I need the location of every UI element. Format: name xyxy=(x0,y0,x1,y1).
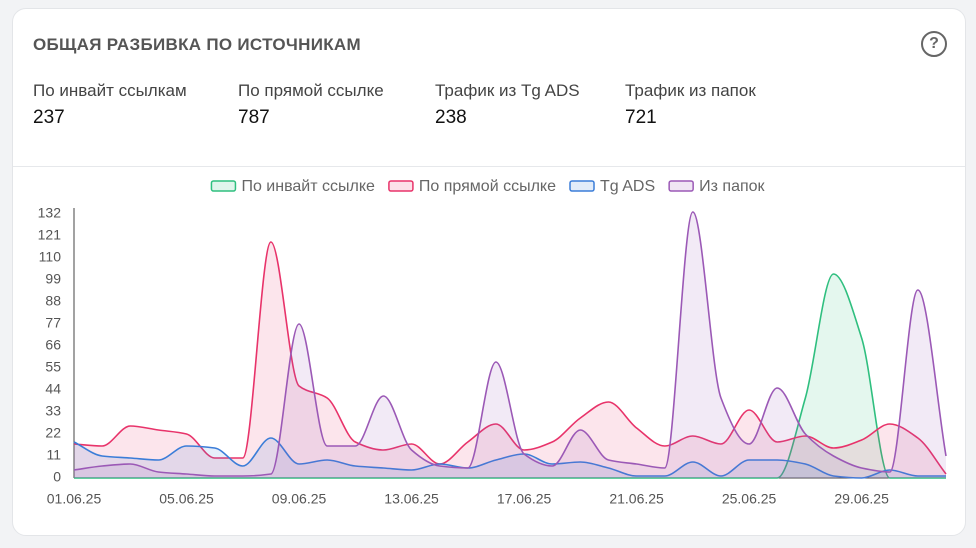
y-tick-label: 99 xyxy=(45,271,61,287)
stat-label: Трафик из папок xyxy=(625,81,756,100)
stat-value: 721 xyxy=(625,107,657,128)
area-fill xyxy=(74,438,946,478)
legend-swatch xyxy=(388,180,414,192)
y-tick-label: 22 xyxy=(45,425,61,441)
series-line xyxy=(73,437,946,479)
help-button[interactable]: ? xyxy=(921,31,947,57)
area-fill xyxy=(74,242,946,478)
x-tick-label: 29.06.25 xyxy=(834,491,889,507)
card: ОБЩАЯ РАЗБИВКА ПО ИСТОЧНИКАМ ? По инвайт… xyxy=(12,8,966,536)
y-tick-label: 66 xyxy=(45,337,61,353)
stat-label: По инвайт ссылкам xyxy=(33,81,187,100)
series-line xyxy=(73,241,947,475)
legend-item: Tg ADS xyxy=(569,178,655,195)
legend-item: Из папок xyxy=(668,178,766,195)
y-tick-label: 132 xyxy=(38,205,62,221)
y-tick-label: 88 xyxy=(45,293,61,309)
y-tick-label: 55 xyxy=(45,359,61,375)
stat: По инвайт ссылкам 237 xyxy=(33,81,187,129)
legend-item: По прямой ссылке xyxy=(388,178,556,195)
legend-label: По инвайт ссылке xyxy=(241,178,375,195)
legend-item: По инвайт ссылке xyxy=(210,178,375,195)
x-tick-label: 13.06.25 xyxy=(384,491,439,507)
area-fill xyxy=(74,274,946,478)
y-tick-label: 11 xyxy=(46,447,61,463)
x-tick-label: 17.06.25 xyxy=(497,491,552,507)
x-tick-label: 09.06.25 xyxy=(272,491,327,507)
stat-value: 237 xyxy=(33,107,65,128)
stat-value: 787 xyxy=(238,107,270,128)
stat-label: Трафик из Tg ADS xyxy=(435,81,580,100)
x-tick-label: 21.06.25 xyxy=(609,491,664,507)
legend-label: По прямой ссылке xyxy=(419,178,556,195)
y-tick-label: 44 xyxy=(45,381,61,397)
y-tick-label: 121 xyxy=(38,227,62,243)
legend-label: Tg ADS xyxy=(600,178,655,195)
stat-value: 238 xyxy=(435,107,467,128)
y-tick-label: 33 xyxy=(45,403,61,419)
legend-label: Из папок xyxy=(699,178,765,195)
legend: По инвайт ссылке По прямой ссылке Tg ADS Из… xyxy=(210,178,766,195)
x-tick-label: 25.06.25 xyxy=(722,491,777,507)
legend-swatch xyxy=(569,180,595,192)
stat-label: По прямой ссылке xyxy=(238,81,384,100)
legend-swatch xyxy=(210,180,237,192)
y-tick-label: 77 xyxy=(45,315,61,331)
x-tick-label: 01.06.25 xyxy=(47,491,102,507)
x-tick-label: 05.06.25 xyxy=(159,491,214,507)
stat: Трафик из папок 721 xyxy=(625,81,756,129)
separator xyxy=(13,166,965,167)
series-line xyxy=(74,273,946,479)
stat: Трафик из Tg ADS 238 xyxy=(435,81,580,129)
y-tick-label: 110 xyxy=(39,249,62,265)
area-fill xyxy=(74,212,946,478)
y-tick-label: 0 xyxy=(53,469,61,485)
legend-swatch xyxy=(668,180,694,192)
series-line xyxy=(73,211,947,477)
stat: По прямой ссылке 787 xyxy=(238,81,384,129)
card-title: ОБЩАЯ РАЗБИВКА ПО ИСТОЧНИКАМ xyxy=(33,35,361,54)
